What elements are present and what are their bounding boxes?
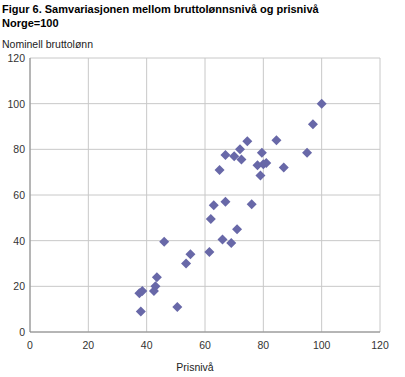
point: [204, 247, 214, 257]
point: [150, 281, 160, 291]
point: [236, 155, 246, 165]
point: [185, 249, 195, 259]
point: [257, 148, 267, 158]
point: [218, 235, 228, 245]
point: [159, 237, 169, 247]
point: [136, 306, 146, 316]
chart: Figur 6. Samvariasjonen mellom bruttoløn…: [0, 0, 405, 377]
x-axis: [30, 332, 380, 333]
point: [255, 171, 265, 181]
x-tick-label: 100: [313, 339, 331, 351]
points: [134, 99, 326, 317]
point: [215, 165, 225, 175]
title: Figur 6. Samvariasjonen mellom bruttoløn…: [2, 3, 320, 15]
point: [232, 224, 242, 234]
x-tick-label: 80: [257, 339, 269, 351]
x-grid-line: [263, 58, 264, 332]
point: [261, 158, 271, 168]
y-tick-label: 40: [13, 235, 25, 247]
x-tick-label: 40: [141, 339, 153, 351]
point: [302, 148, 312, 158]
point: [152, 272, 162, 282]
point: [220, 197, 230, 207]
x-grid-line: [205, 58, 206, 332]
point: [235, 144, 245, 154]
point: [279, 163, 289, 173]
x-tick-label: 60: [199, 339, 211, 351]
point: [226, 238, 236, 248]
y-tick-label: 0: [19, 326, 25, 338]
x-grid-line: [88, 58, 89, 332]
x-axis-label: Prisnivå: [176, 361, 214, 373]
x-grid-line: [30, 58, 31, 332]
y-tick-label: 80: [13, 143, 25, 155]
point: [317, 99, 327, 109]
y-axis: [30, 58, 31, 332]
y-axis-label: Nominell bruttolønn: [2, 38, 93, 50]
x-tick-label: 20: [82, 339, 94, 351]
y-tick-label: 20: [13, 280, 25, 292]
point: [308, 119, 318, 129]
subtitle: Norge=100: [2, 17, 59, 29]
point: [209, 200, 219, 210]
point: [206, 214, 216, 224]
y-tick-label: 120: [7, 52, 25, 64]
point: [172, 302, 182, 312]
point: [242, 136, 252, 146]
x-tick-label: 120: [371, 339, 389, 351]
point: [271, 135, 281, 145]
point: [247, 199, 257, 209]
point: [181, 259, 191, 269]
y-tick-label: 100: [7, 98, 25, 110]
point: [220, 150, 230, 160]
x-grid-line: [380, 58, 381, 332]
x-tick-label: 0: [27, 339, 33, 351]
point: [137, 286, 147, 296]
y-grid-line: [30, 332, 380, 333]
y-tick-label: 60: [13, 189, 25, 201]
